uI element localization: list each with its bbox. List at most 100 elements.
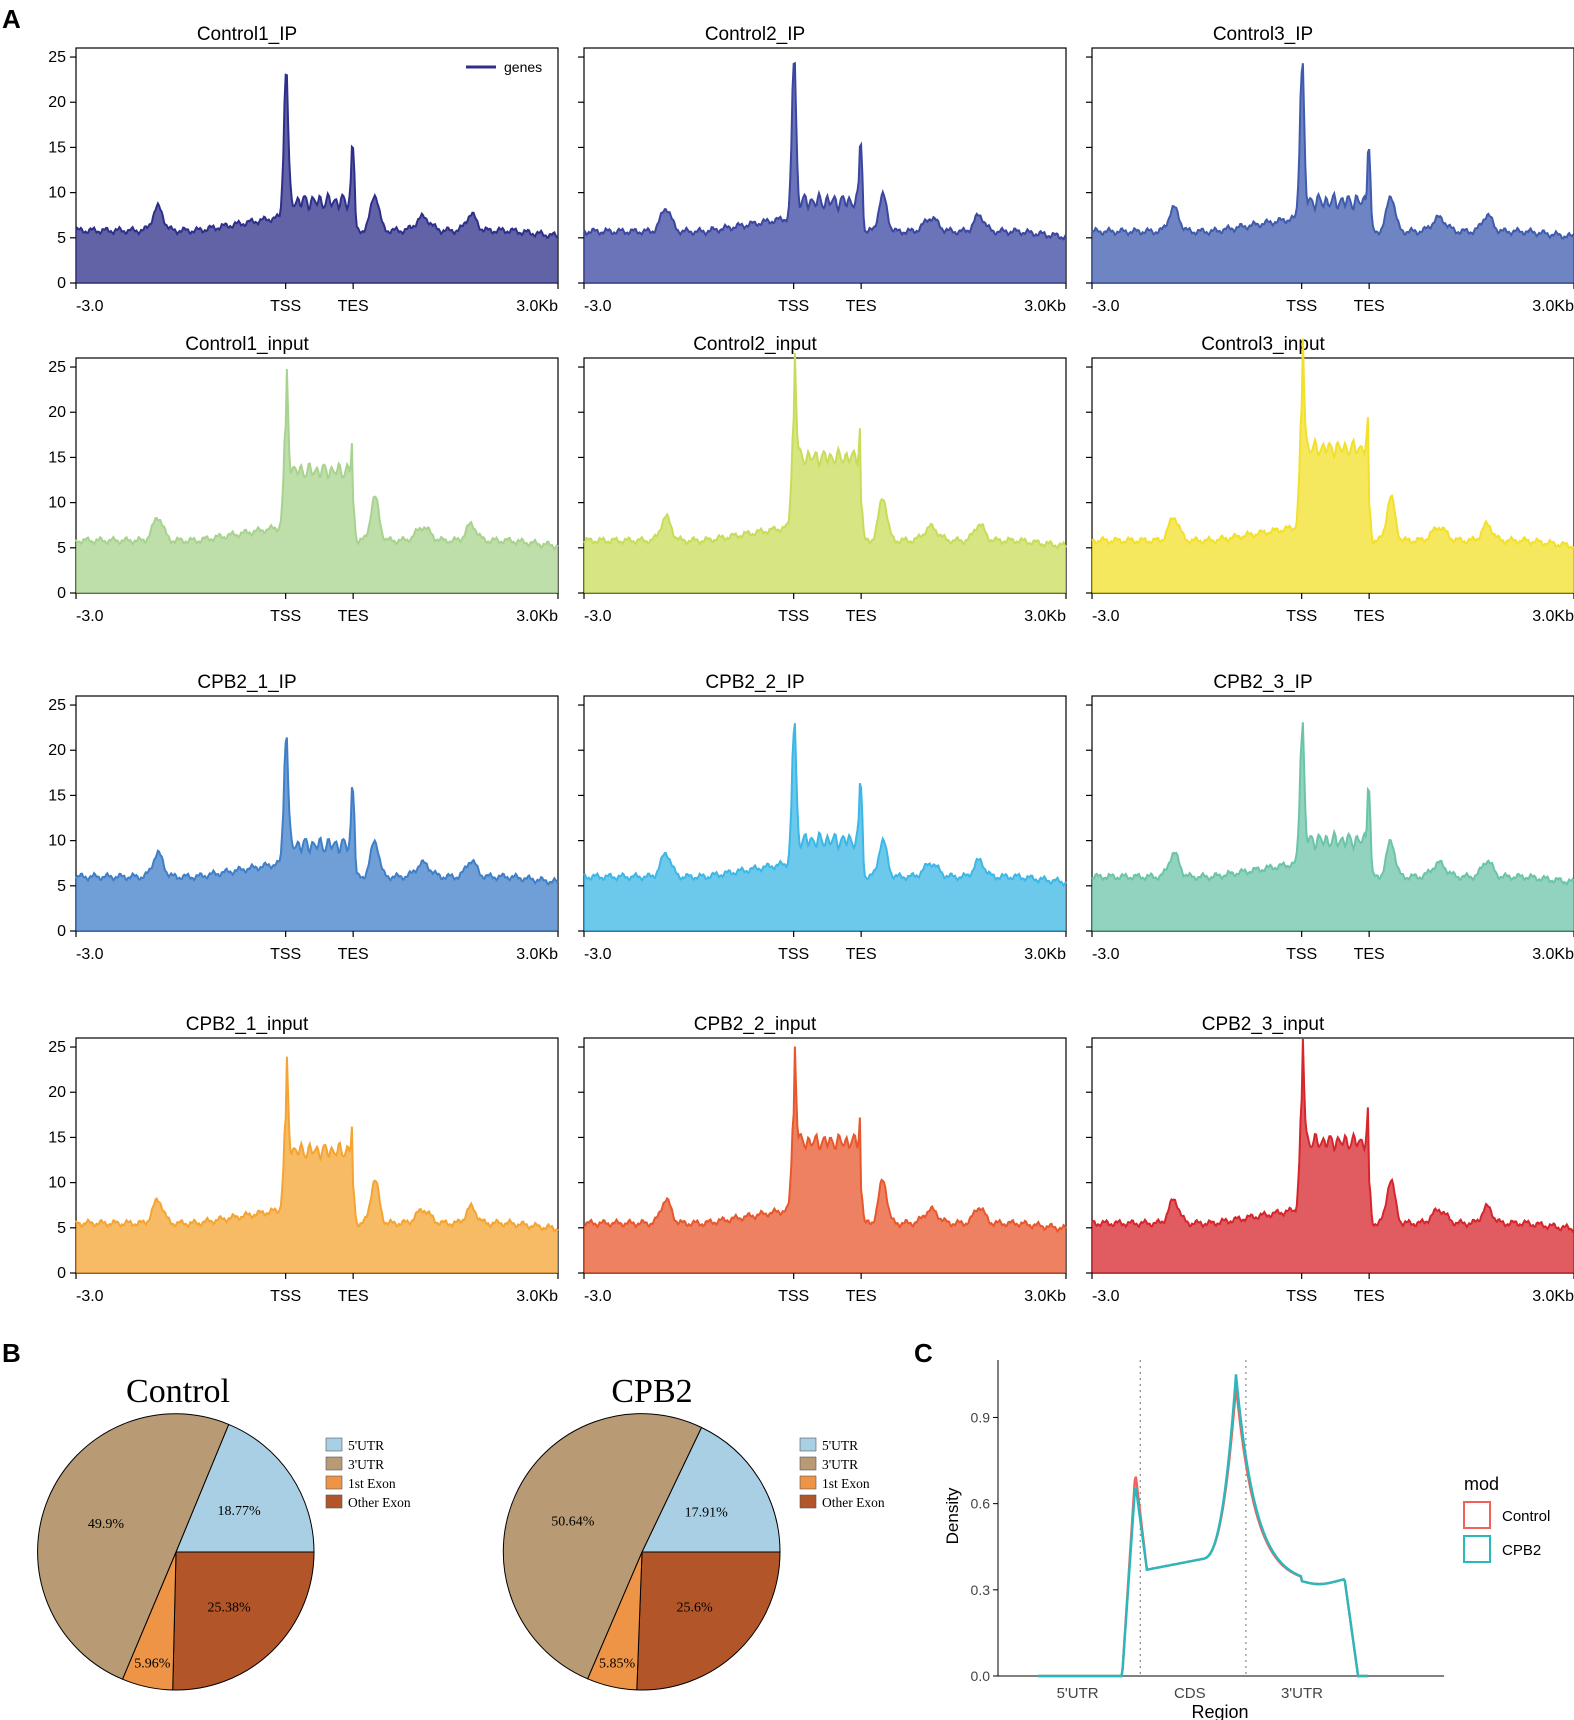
profile-line bbox=[75, 737, 559, 887]
profile-chart: Control1_IP -3.0 TSS TES 3.0Kb 0 5 10 15 20 25 gene… bbox=[48, 24, 559, 315]
pie-slice-label: 5.96% bbox=[134, 1657, 171, 1672]
pie-slice-label: 5.85% bbox=[599, 1656, 636, 1671]
pie-legend-label: Other Exon bbox=[822, 1495, 885, 1510]
x-tick-label: 3.0Kb bbox=[1532, 946, 1574, 963]
pie-legend-label: 5'UTR bbox=[822, 1438, 858, 1453]
pie-slice-label: 18.77% bbox=[217, 1504, 261, 1519]
legend-label: CPB2 bbox=[1502, 1542, 1541, 1559]
profile-area bbox=[584, 723, 1066, 931]
x-tick-label: -3.0 bbox=[1092, 608, 1120, 625]
pie-slice bbox=[636, 1551, 781, 1691]
x-tick-label: 3.0Kb bbox=[516, 298, 558, 315]
profile-chart: CPB2_2_IP -3.0 TSS TES 3.0Kb bbox=[578, 672, 1067, 963]
plot-title: Control1_IP bbox=[197, 24, 297, 45]
profile-chart: Control1_input -3.0 TSS TES 3.0Kb 0 5 10 15 20 25 bbox=[48, 334, 559, 625]
pie-slice-label: 25.38% bbox=[207, 1600, 251, 1615]
pie-slice bbox=[641, 1426, 781, 1553]
pie-slice-label: 25.6% bbox=[677, 1601, 714, 1616]
x-tick-label: 3.0Kb bbox=[516, 608, 558, 625]
x-tick-label: TES bbox=[1354, 946, 1385, 963]
x-tick-label: -3.0 bbox=[76, 298, 104, 315]
y-axis-label: Density bbox=[943, 1487, 962, 1544]
x-tick-label: TSS bbox=[1286, 1288, 1317, 1305]
y-tick-label: 5 bbox=[57, 540, 66, 557]
plot-title: Control2_IP bbox=[705, 24, 805, 45]
pie-legend-label: 3'UTR bbox=[822, 1457, 858, 1472]
profile-chart: CPB2_3_input -3.0 TSS TES 3.0Kb bbox=[1086, 1014, 1574, 1305]
x-tick-label: TSS bbox=[270, 608, 301, 625]
plot-title: CPB2_1_IP bbox=[197, 672, 296, 693]
pie-legend-swatch bbox=[799, 1475, 817, 1490]
legend-label: genes bbox=[504, 59, 542, 75]
profile-line bbox=[1091, 1038, 1574, 1234]
y-tick-label: 0 bbox=[57, 275, 66, 292]
y-tick-label: 0 bbox=[57, 1265, 66, 1282]
profile-line bbox=[583, 1046, 1067, 1234]
x-tick-label: TES bbox=[338, 1288, 369, 1305]
panel-label-a: A bbox=[2, 4, 21, 34]
x-tick-label: 3.0Kb bbox=[1024, 298, 1066, 315]
y-tick-label: 25 bbox=[48, 697, 66, 714]
x-tick-label: TSS bbox=[1286, 608, 1317, 625]
plot-title: CPB2_2_IP bbox=[705, 672, 804, 693]
profile-line bbox=[75, 73, 559, 240]
profile-chart: Control3_input -3.0 TSS TES 3.0Kb bbox=[1086, 334, 1574, 625]
profile-line bbox=[583, 352, 1067, 550]
profile-chart: CPB2_3_IP -3.0 TSS TES 3.0Kb bbox=[1086, 672, 1574, 963]
pie-slice bbox=[172, 1551, 315, 1691]
pie-legend-swatch bbox=[325, 1494, 343, 1509]
x-axis-label: Region bbox=[1191, 1702, 1248, 1720]
plot-title: CPB2_1_input bbox=[186, 1014, 309, 1035]
density-plot: 0.0 0.3 0.6 0.9 5'UTR CDS 3'UTR Region Density mo… bbox=[943, 1360, 1550, 1720]
x-tick-label: 3.0Kb bbox=[1024, 946, 1066, 963]
pie-legend-swatch bbox=[799, 1494, 817, 1509]
x-tick-label: 3.0Kb bbox=[1024, 1288, 1066, 1305]
y-tick-label: 10 bbox=[48, 185, 66, 202]
x-tick-label: TES bbox=[846, 1288, 877, 1305]
x-tick-label: TSS bbox=[270, 946, 301, 963]
y-tick-label: 0 bbox=[57, 923, 66, 940]
profile-area bbox=[1092, 722, 1574, 931]
x-tick-label: 3.0Kb bbox=[1532, 1288, 1574, 1305]
x-tick-label: TES bbox=[846, 298, 877, 315]
x-tick-label: TES bbox=[1354, 298, 1385, 315]
x-tick-label: -3.0 bbox=[584, 298, 612, 315]
legend-label: Control bbox=[1502, 1508, 1550, 1525]
x-tick-label: TSS bbox=[778, 298, 809, 315]
x-tick-label: TES bbox=[338, 946, 369, 963]
plot-title: Control3_input bbox=[1201, 334, 1325, 355]
panel-label-b: B bbox=[2, 1338, 21, 1368]
y-tick-label: 10 bbox=[48, 1175, 66, 1192]
profile-area bbox=[584, 1046, 1066, 1273]
y-tick-label: 20 bbox=[48, 404, 66, 421]
x-tick-label: TES bbox=[1354, 1288, 1385, 1305]
x-tick-label: 3.0Kb bbox=[1024, 608, 1066, 625]
profile-line bbox=[1091, 338, 1574, 551]
profile-line bbox=[583, 723, 1067, 888]
plot-title: CPB2_3_IP bbox=[1213, 672, 1312, 693]
pie-title: Control bbox=[126, 1373, 230, 1410]
plot-title: CPB2_2_input bbox=[694, 1014, 817, 1035]
x-tick-label: TES bbox=[846, 946, 877, 963]
pie-slice bbox=[502, 1413, 703, 1680]
profile-line bbox=[75, 369, 559, 552]
x-tick-label: TSS bbox=[1286, 946, 1317, 963]
profile-chart: Control3_IP -3.0 TSS TES 3.0Kb bbox=[1086, 24, 1574, 315]
x-tick-label: TSS bbox=[778, 946, 809, 963]
plot-title: CPB2_3_input bbox=[1202, 1014, 1325, 1035]
x-tick-label: 3.0Kb bbox=[516, 946, 558, 963]
plot-title: Control2_input bbox=[693, 334, 817, 355]
x-tick-label: -3.0 bbox=[584, 1288, 612, 1305]
x-tick-label: TES bbox=[338, 608, 369, 625]
pie-charts: Control 18.77% 25.38% 5.96% 49.9% 5'UTR 3'UTR 1… bbox=[37, 1373, 885, 1691]
pie-title: CPB2 bbox=[611, 1373, 692, 1410]
profile-area bbox=[584, 63, 1066, 283]
plot-title: Control3_IP bbox=[1213, 24, 1313, 45]
x-tick-label: TSS bbox=[270, 298, 301, 315]
y-tick-label: 5 bbox=[57, 230, 66, 247]
profile-area bbox=[1092, 63, 1574, 283]
pie-chart: CPB2 17.91% 25.6% 5.85% 50.64% 5'UTR 3'UTR 1st … bbox=[502, 1373, 885, 1691]
y-tick-label: 10 bbox=[48, 495, 66, 512]
y-tick-label: 25 bbox=[48, 359, 66, 376]
